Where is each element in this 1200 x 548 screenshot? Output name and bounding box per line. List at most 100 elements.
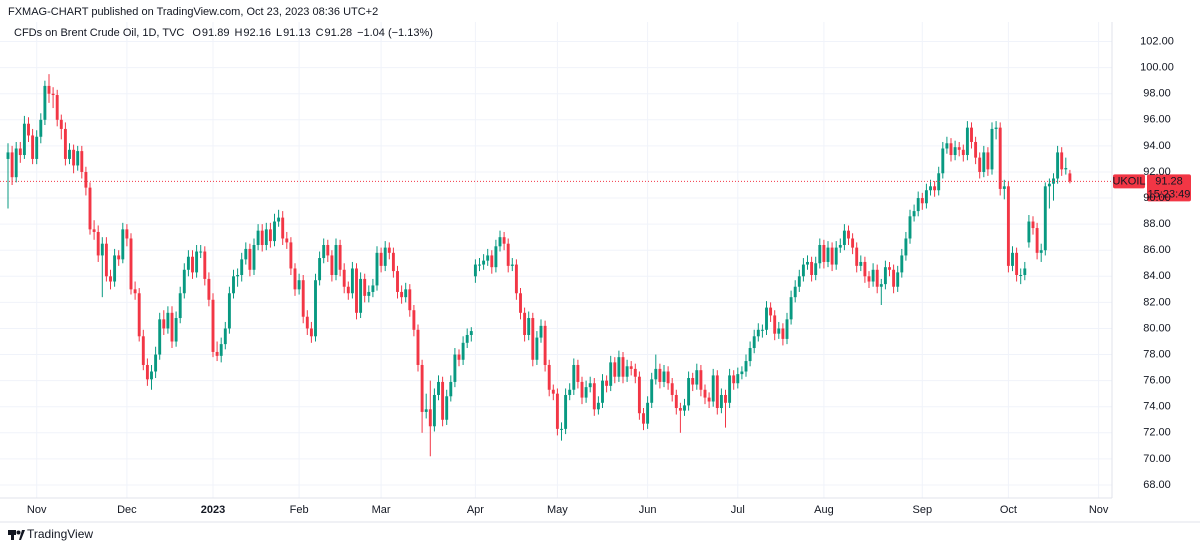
symbol-label: UKOIL [1112,175,1145,187]
candle-body [59,119,63,129]
logo-block [8,530,16,535]
logo-slash [19,530,25,540]
candle-body [322,245,326,259]
candle-body [1039,250,1043,253]
candle-body [572,364,576,390]
candle-body [396,271,399,292]
candle-body [715,375,719,409]
candle-body [76,151,80,166]
candle-body [379,252,383,266]
candle-body [810,261,814,275]
candle-body [863,261,867,277]
candle-body [117,255,121,260]
candle-body [1006,186,1010,266]
candle-body [498,237,502,247]
candle-body [326,245,330,256]
candle-body [924,190,928,204]
candle-body [1064,168,1068,170]
legend-title: CFDs on Brent Crude Oil, 1D, TVC [14,27,184,39]
candle-body [391,252,395,272]
candle-body [80,151,84,172]
y-tick-label: 88.00 [1143,218,1171,230]
candle-body [978,157,982,172]
legend-value: 91.13 [283,27,311,39]
candle-body [879,284,883,287]
candle-body [285,238,289,243]
candle-body [892,269,896,287]
candle-body [601,380,604,403]
candle-body [945,143,949,149]
candle-body [482,260,486,265]
candle-body [289,242,293,269]
candle-body [203,251,207,279]
candle-body [449,381,453,397]
candle-body [84,171,88,188]
candle-body [14,148,18,178]
candle-body [47,85,51,94]
candle-body [1031,221,1035,229]
candle-body [248,248,252,270]
candle-body [642,413,645,424]
candle-body [494,246,498,268]
x-tick-label: Nov [1089,504,1109,516]
candle-body [1011,252,1014,266]
candle-body [416,329,420,365]
candle-body [486,255,490,261]
x-tick-label: Sep [913,504,933,516]
candle-body [129,238,133,290]
y-tick-label: 78.00 [1143,348,1171,360]
candle-body [896,272,900,287]
candle-body [39,119,43,137]
candle-body [568,389,572,395]
candle-body [883,267,887,285]
candle-body [584,387,588,398]
candle-body [240,259,244,275]
candle-body [428,409,432,427]
candle-body [974,141,978,158]
y-tick-label: 98.00 [1143,88,1171,100]
y-tick-label: 76.00 [1143,375,1171,387]
candle-body [760,329,764,331]
candle-body [535,337,539,360]
candle-body [531,318,535,360]
candle-body [719,394,723,409]
candle-body [551,389,555,394]
candles [6,74,1072,457]
candle-body [432,394,436,427]
candle-body [318,258,322,281]
legend-key: L [276,27,282,39]
y-tick-label: 94.00 [1143,140,1171,152]
legend: CFDs on Brent Crude Oil, 1D, TVC O 91.89 H… [14,27,433,39]
candle-body [514,264,518,294]
candle-body [797,276,801,287]
candle-body [900,255,904,273]
candle-body [920,198,924,204]
candle-body [801,264,805,277]
candle-body [1043,186,1047,251]
candle-body [43,85,47,120]
candle-body [711,375,715,402]
candle-body [699,370,703,390]
candle-body [888,267,891,270]
candle-body [908,216,912,239]
x-tick-label: May [547,504,568,516]
y-tick-label: 68.00 [1143,479,1171,491]
candle-body [576,364,580,382]
candle-body [1060,152,1064,170]
x-tick-label: 2023 [201,504,225,516]
candle-body [621,357,625,377]
candle-body [264,229,268,246]
candle-body [855,247,859,266]
candle-body [465,334,469,343]
candle-body [461,342,465,360]
candle-body [215,351,219,356]
candle-body [1019,274,1023,276]
candle-body [154,354,158,372]
candle-body [400,291,404,298]
candle-body [170,312,174,342]
candle-body [420,364,424,412]
candle-body [560,428,563,430]
